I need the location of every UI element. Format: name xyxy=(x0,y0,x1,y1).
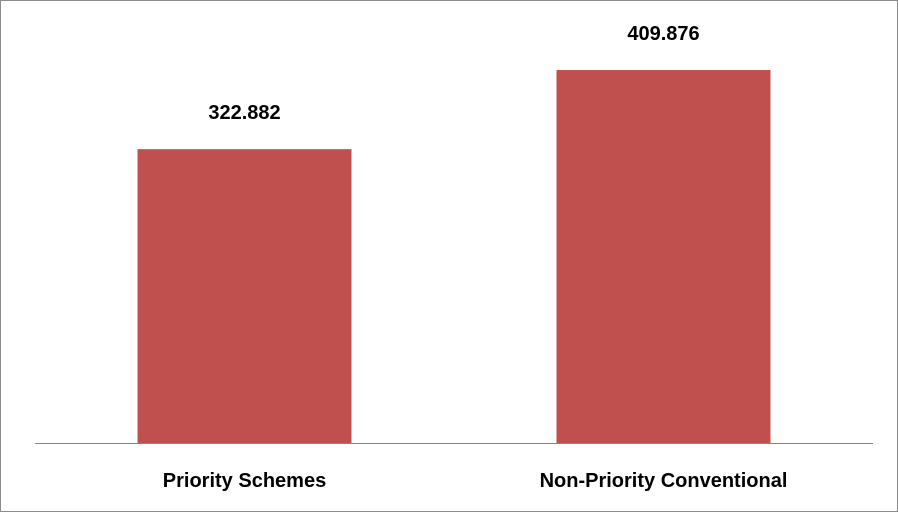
category-label-2: Non-Priority Conventional xyxy=(540,470,788,492)
bar-value-label-1: 322.882 xyxy=(208,102,280,124)
bar-value-label-2: 409.876 xyxy=(627,23,699,45)
bar-2 xyxy=(556,70,771,443)
category-label-1: Priority Schemes xyxy=(163,470,326,492)
bar-1 xyxy=(137,149,352,443)
labels-layer: 322.882 Priority Schemes 409.876 Non-Priori… xyxy=(163,23,788,492)
bars-layer xyxy=(137,70,771,443)
